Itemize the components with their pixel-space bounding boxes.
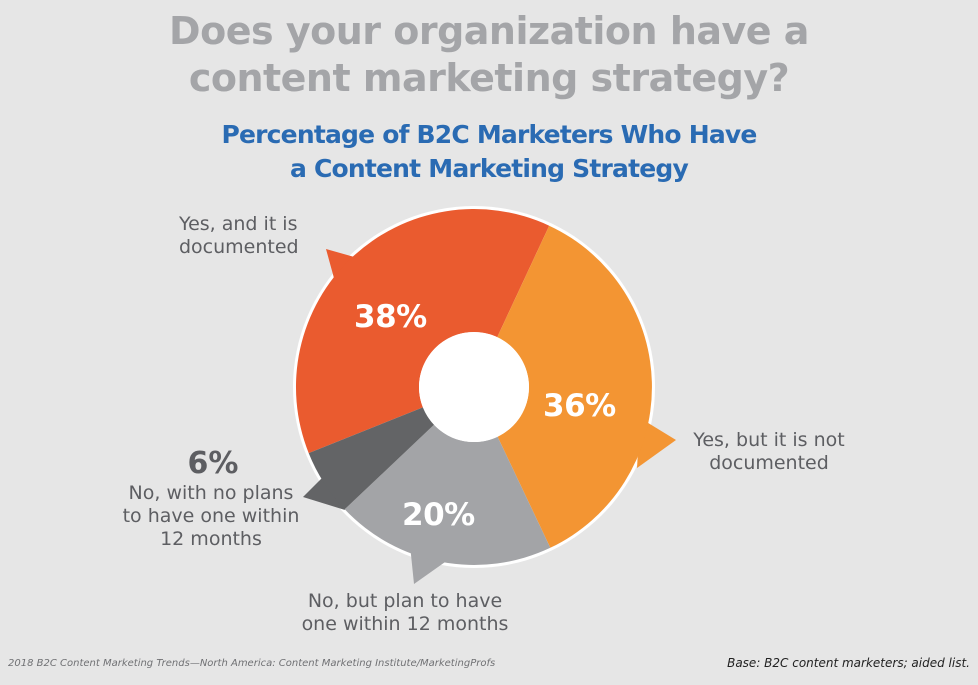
donut-hole (419, 332, 529, 442)
chart-subtitle: Percentage of B2C Marketers Who Have a C… (0, 118, 978, 186)
slice-label-documented: 38% (354, 299, 427, 335)
category-label-plan-to-have: No, but plan to have one within 12 month… (280, 590, 530, 636)
category-label-line: to have one within (122, 505, 300, 527)
source-note: 2018 B2C Content Marketing Trends—North … (8, 658, 496, 669)
category-label-line: documented (709, 452, 829, 474)
slice-plan-to-have (344, 424, 551, 565)
slice-label-plan-to-have: 20% (402, 497, 475, 533)
chart-title: Does your organization have a content ma… (0, 8, 978, 102)
category-label-line: 12 months (160, 528, 262, 550)
category-label-line: Yes, but it is not (693, 429, 845, 451)
category-label-line: documented (179, 236, 299, 258)
category-label-documented: Yes, and it is documented (179, 213, 299, 259)
pct-label-no-plans: 6% (187, 446, 239, 481)
slice-no-plans (308, 407, 434, 510)
slice-not-documented (497, 225, 652, 548)
category-label-not-documented: Yes, but it is not documented (680, 429, 858, 475)
chart-title-line1: Does your organization have a (169, 9, 809, 53)
category-label-line: No, with no plans (128, 482, 294, 504)
base-note: Base: B2C content marketers; aided list. (727, 656, 970, 670)
category-label-line: No, but plan to have (307, 590, 503, 612)
slice-label-not-documented: 36% (543, 388, 616, 424)
category-label-line: one within 12 months (301, 613, 509, 635)
category-label-line: Yes, and it is (179, 213, 298, 235)
category-label-no-plans: No, with no plans to have one within 12 … (96, 482, 326, 551)
slice-documented (295, 209, 550, 454)
chart-title-line2: content marketing strategy? (188, 56, 790, 100)
chart-subtitle-line2: a Content Marketing Strategy (289, 154, 689, 183)
pointer-no-plans (303, 470, 345, 510)
pointer-not-documented (637, 418, 676, 468)
chart-subtitle-line1: Percentage of B2C Marketers Who Have (221, 120, 757, 149)
